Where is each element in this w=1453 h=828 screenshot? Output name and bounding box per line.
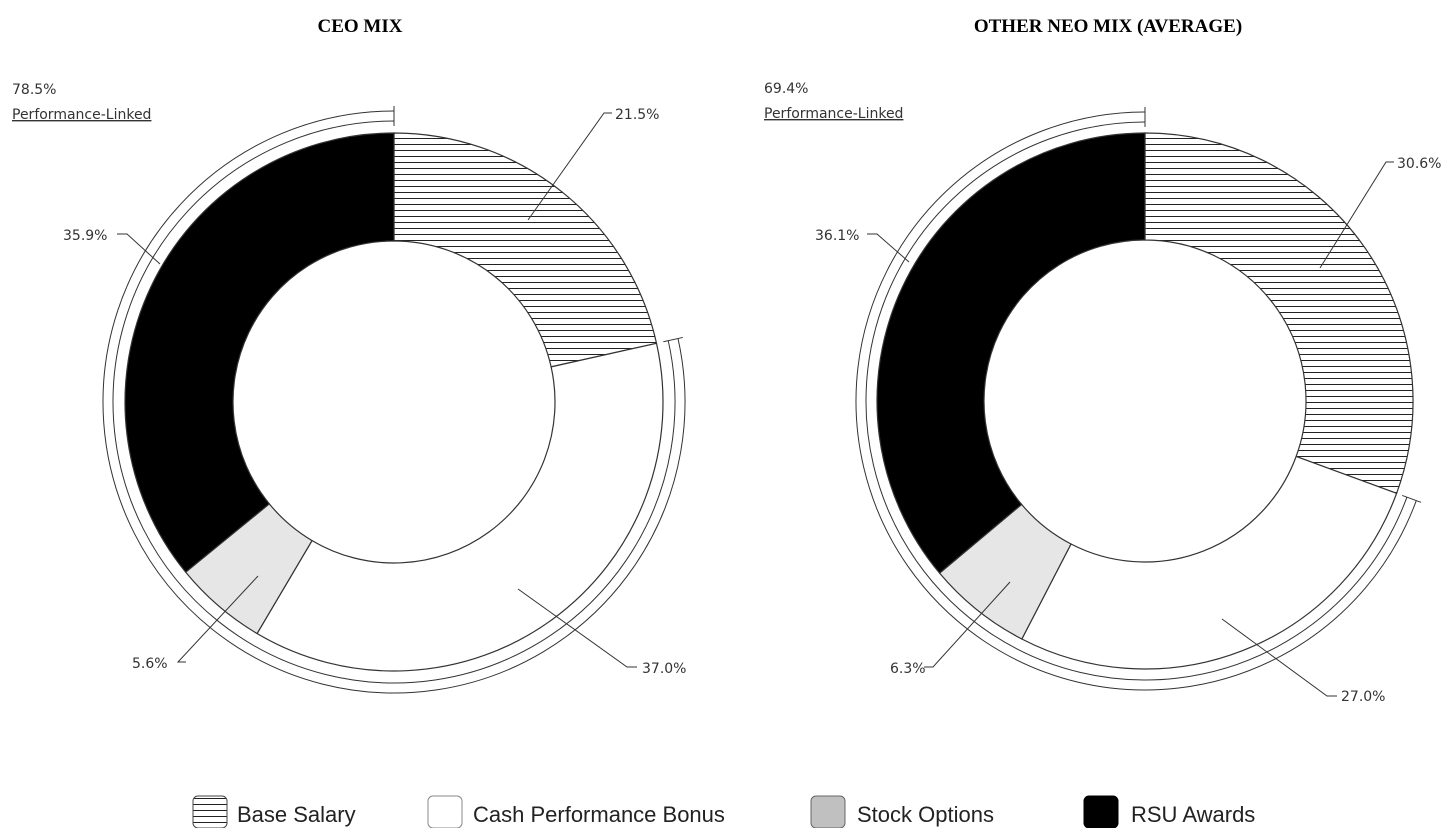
data-label-cash-bonus-ceo: 37.0% <box>642 661 686 677</box>
bracket-inner-arc-ceo <box>112 120 676 684</box>
legend-swatch-rsu-awards <box>1083 795 1119 828</box>
leader-line-base-salary-other-neo <box>1319 161 1394 269</box>
data-label-cash-bonus-other-neo: 27.0% <box>1341 689 1385 705</box>
bracket-outer-arc-other-neo <box>855 111 1417 691</box>
legend-label-rsu-awards: RSU Awards <box>1131 802 1255 827</box>
legend-swatch-cash-performance-bonus <box>427 795 463 828</box>
bracket-outer-arc-ceo <box>102 110 686 694</box>
data-label-rsu-awards-other-neo: 36.1% <box>815 228 859 244</box>
bracket-start-cap-ceo <box>663 336 683 343</box>
data-label-stock-options-ceo: 5.6% <box>132 656 168 672</box>
chart-title-other-neo-mix: OTHER NEO MIX (AVERAGE) <box>974 16 1242 37</box>
data-label-base-salary-ceo: 21.5% <box>615 107 659 123</box>
performance-linked-value-other-neo: 69.4% <box>764 81 808 97</box>
legend-item-base-salary: Base Salary <box>192 795 356 828</box>
leader-line-cash-bonus-other-neo <box>1221 618 1337 697</box>
leader-line-base-salary-ceo <box>527 112 612 221</box>
slice-cash-bonus-other-neo <box>1021 455 1398 670</box>
ceo-mix-performance-bracket <box>102 106 686 694</box>
leader-line-stock-options-ceo <box>176 575 259 663</box>
data-label-base-salary-other-neo: 30.6% <box>1397 156 1441 172</box>
leader-line-rsu-awards-ceo <box>117 233 161 265</box>
leader-line-stock-options-other-neo <box>924 581 1011 668</box>
ceo-mix-chart: CEO MIX 78.5% Performance-Linked 21.5% 3… <box>12 16 686 694</box>
legend-item-stock-options: Stock Options <box>810 795 994 828</box>
ceo-mix-donut <box>124 132 664 672</box>
legend-swatch-base-salary <box>192 795 228 828</box>
leader-line-rsu-awards-other-neo <box>867 233 910 263</box>
legend-item-cash-performance-bonus: Cash Performance Bonus <box>427 795 725 828</box>
data-label-rsu-awards-ceo: 35.9% <box>63 228 107 244</box>
other-neo-mix-donut <box>876 132 1414 670</box>
ceo-mix-leader-lines <box>117 112 637 668</box>
chart-title-ceo-mix: CEO MIX <box>318 16 403 37</box>
slice-rsu-awards-other-neo <box>876 132 1146 574</box>
slice-base-salary-other-neo <box>1144 132 1414 495</box>
legend-swatch-stock-options <box>810 795 846 828</box>
bracket-inner-arc-other-neo <box>865 121 1408 681</box>
slice-rsu-awards-ceo <box>124 132 395 574</box>
legend-label-cash-performance-bonus: Cash Performance Bonus <box>473 802 725 827</box>
bracket-start-cap-other-neo <box>1402 494 1422 503</box>
legend-label-stock-options: Stock Options <box>857 802 994 827</box>
performance-linked-label-ceo: Performance-Linked <box>12 107 151 123</box>
data-label-stock-options-other-neo: 6.3% <box>890 661 926 677</box>
legend-label-base-salary: Base Salary <box>237 802 356 827</box>
other-neo-performance-bracket <box>855 107 1422 691</box>
legend: Base Salary Cash Performance Bonus Stock… <box>192 795 1255 828</box>
performance-linked-label-other-neo: Performance-Linked <box>764 106 903 122</box>
slice-base-salary-ceo <box>393 132 658 368</box>
other-neo-leader-lines <box>867 161 1394 697</box>
performance-linked-value-ceo: 78.5% <box>12 82 56 98</box>
slice-cash-bonus-ceo <box>256 342 664 672</box>
leader-line-cash-bonus-ceo <box>517 588 637 668</box>
legend-item-rsu-awards: RSU Awards <box>1083 795 1255 828</box>
other-neo-mix-chart: OTHER NEO MIX (AVERAGE) 69.4% Performanc… <box>764 16 1441 705</box>
